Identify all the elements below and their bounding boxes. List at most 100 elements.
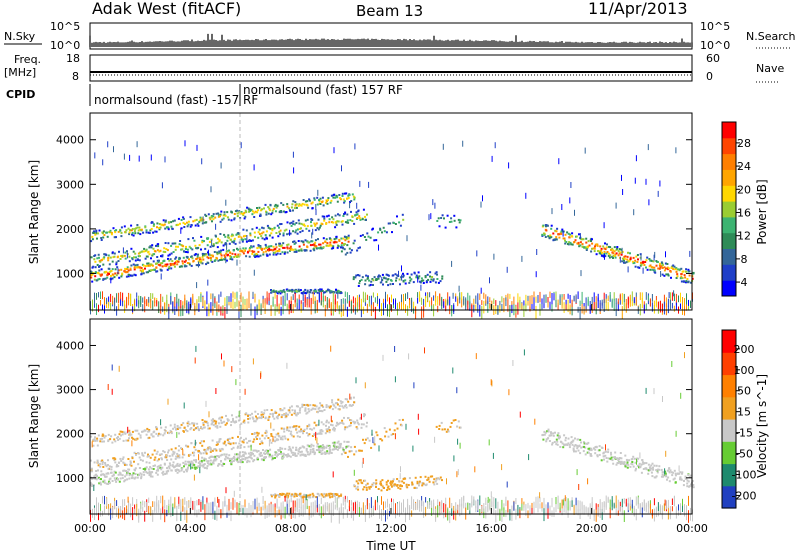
echo-cell <box>102 277 105 280</box>
echo-cell <box>365 238 368 241</box>
echo-cell <box>313 453 316 456</box>
echo-cell <box>300 430 303 432</box>
clutter-cell <box>168 499 170 506</box>
echo-cell <box>333 494 336 497</box>
clutter-cell <box>615 298 617 304</box>
echo-cell <box>356 419 359 422</box>
echo-cell <box>647 472 650 475</box>
clutter-cell <box>389 304 390 318</box>
echo-cell <box>301 496 304 499</box>
clutter-cell <box>567 498 569 511</box>
echo-cell <box>123 469 126 472</box>
echo-cell <box>107 259 110 262</box>
echo-cell <box>298 411 301 414</box>
echo-cell <box>301 404 304 406</box>
clutter-cell <box>457 505 459 511</box>
echo-cell <box>134 264 137 267</box>
echo-cell <box>343 248 346 251</box>
clutter-cell <box>682 498 683 507</box>
echo-cell <box>159 464 162 467</box>
echo-cell <box>312 447 315 450</box>
clutter-cell <box>625 498 627 507</box>
echo-cell <box>90 276 93 279</box>
clutter-cell <box>250 505 252 518</box>
echo-cell <box>227 441 230 444</box>
echo-cell <box>118 276 121 279</box>
echo-cell <box>253 420 256 423</box>
clutter-cell <box>310 506 312 518</box>
echo-cell <box>180 265 183 268</box>
echo-cell <box>286 244 289 246</box>
echo-cell <box>112 256 115 259</box>
echo-cell <box>183 250 185 253</box>
clutter-cell <box>647 500 649 507</box>
echo-cell <box>194 448 197 451</box>
echo-cell <box>661 262 664 265</box>
echo-cell <box>309 445 312 448</box>
clutter-cell <box>166 505 168 511</box>
echo-cell <box>619 452 622 454</box>
clutter-cell <box>144 510 146 522</box>
echo-cell <box>550 434 553 437</box>
echo-cell <box>335 241 338 244</box>
echo-cell <box>247 413 250 416</box>
echo-cell <box>369 283 372 286</box>
echo-cell <box>556 434 559 437</box>
echo-cell <box>124 251 127 254</box>
echo-cell <box>167 449 170 452</box>
clutter-cell <box>651 294 653 302</box>
echo-cell <box>624 261 627 264</box>
clutter-cell <box>96 303 97 316</box>
clutter-cell <box>555 291 557 301</box>
echo-cell <box>691 480 694 482</box>
echo-cell <box>117 439 120 441</box>
echo-cell <box>166 268 169 271</box>
echo-cell <box>316 247 318 250</box>
echo-cell <box>237 461 240 464</box>
echo-cell <box>183 260 186 263</box>
speckle-cell <box>491 380 493 387</box>
echo-cell <box>331 399 334 402</box>
clutter-cell <box>543 497 545 509</box>
echo-cell <box>333 429 336 432</box>
clutter-cell <box>457 298 459 307</box>
echo-cell <box>626 466 629 469</box>
echo-cell <box>270 409 273 412</box>
clutter-cell <box>688 299 689 306</box>
clutter-cell <box>555 497 557 508</box>
clutter-cell <box>667 305 669 314</box>
echo-cell <box>252 417 255 420</box>
echo-cell <box>671 474 674 477</box>
echo-cell <box>670 267 673 269</box>
echo-cell <box>207 237 210 240</box>
clutter-cell <box>90 509 91 522</box>
echo-cell <box>91 238 94 241</box>
echo-cell <box>298 435 301 438</box>
echo-cell <box>217 215 220 218</box>
echo-cell <box>331 291 334 294</box>
echo-cell <box>211 254 214 257</box>
echo-cell <box>128 437 130 440</box>
echo-cell <box>103 440 105 443</box>
clutter-cell <box>248 291 250 299</box>
echo-cell <box>571 443 574 446</box>
echo-cell <box>223 233 226 236</box>
echo-cell <box>134 259 137 262</box>
echo-cell <box>175 245 177 248</box>
echo-cell <box>274 247 277 250</box>
echo-cell <box>344 405 346 408</box>
echo-cell <box>162 473 165 476</box>
clutter-cell <box>555 299 557 308</box>
clutter-cell <box>152 501 154 507</box>
echo-cell <box>117 465 120 468</box>
echo-cell <box>663 274 666 277</box>
echo-cell <box>592 247 595 250</box>
echo-cell <box>307 241 310 244</box>
clutter-cell <box>110 293 112 303</box>
speckle-cell <box>642 267 644 274</box>
echo-cell <box>291 203 294 206</box>
echo-cell <box>666 478 668 481</box>
echo-cell <box>618 457 621 459</box>
echo-cell <box>274 410 277 413</box>
clutter-cell <box>501 303 503 311</box>
